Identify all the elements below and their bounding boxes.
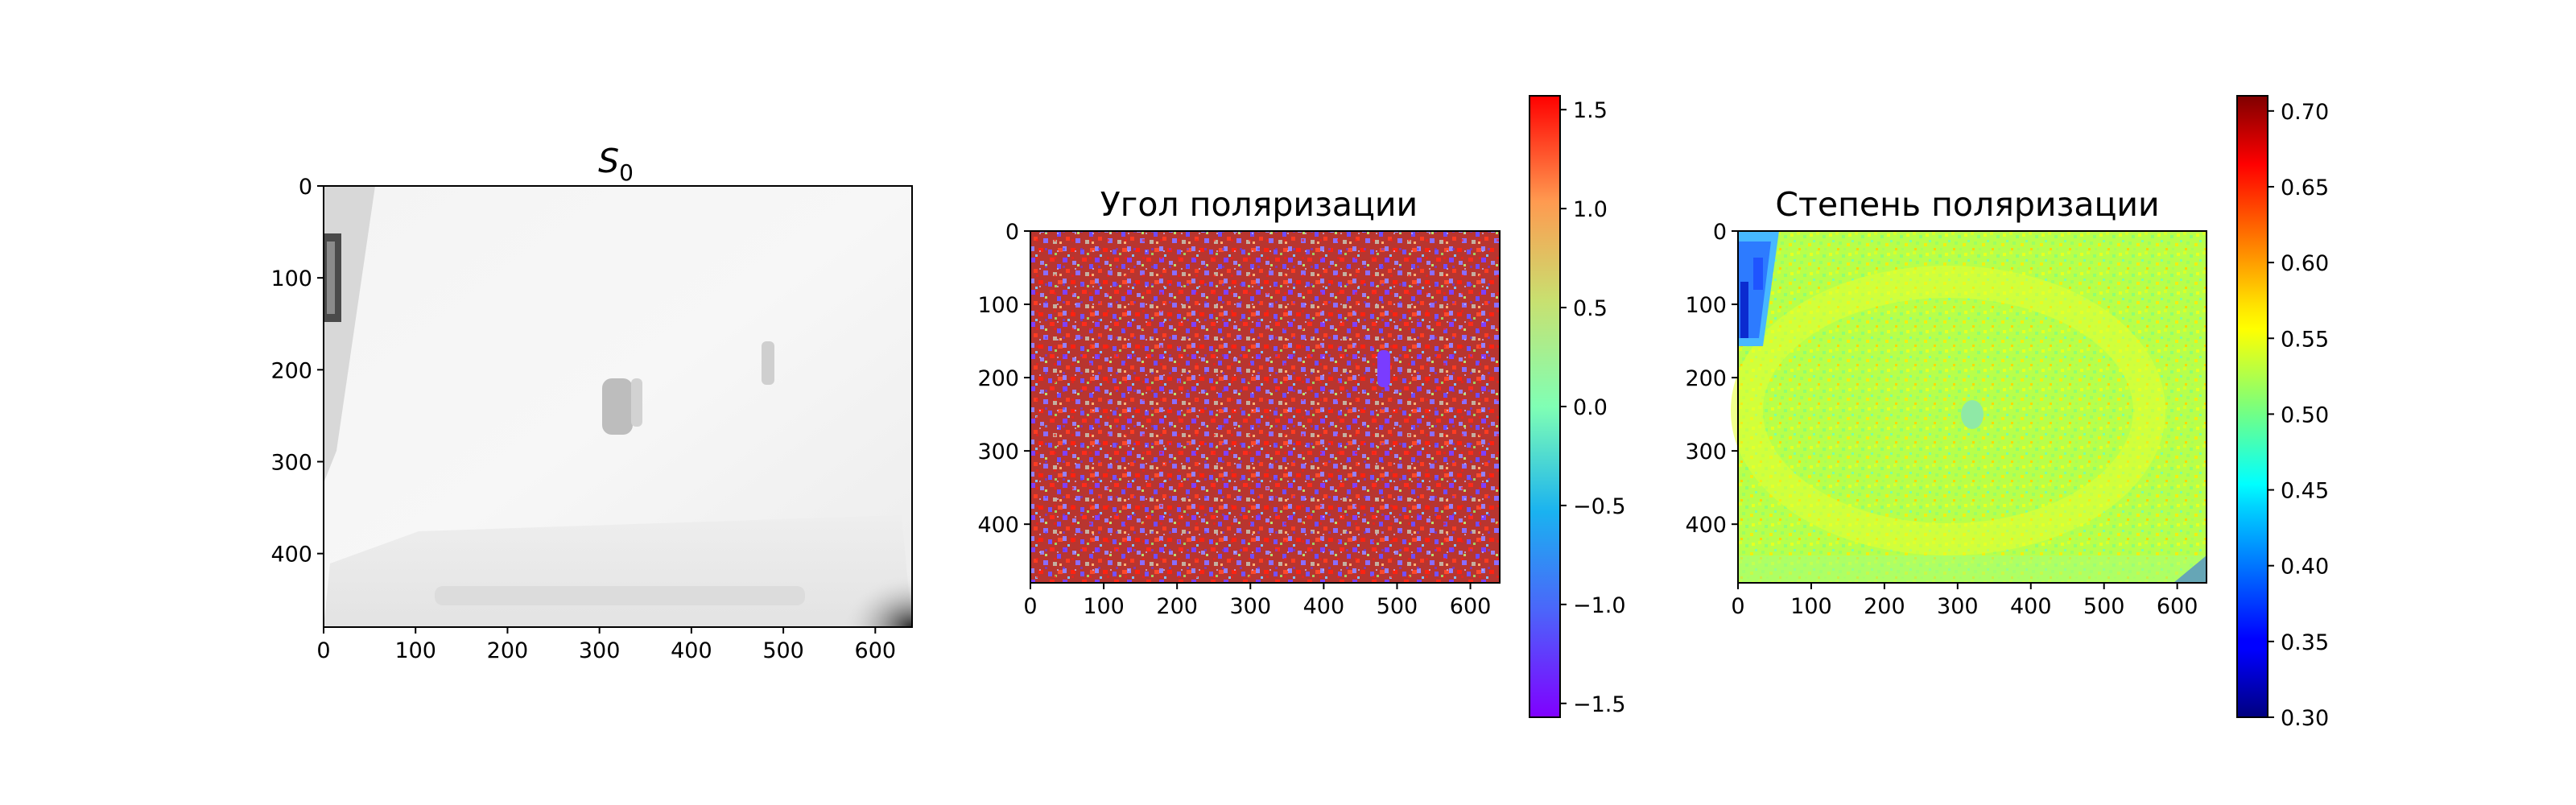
x-tick-label: 200 (1156, 594, 1198, 619)
axes-s0: 0 100 200 300 400 500 600 0 100 200 300 400 (270, 175, 896, 663)
y-tick-label: 0 (1005, 220, 1019, 245)
x-tick-label: 400 (671, 638, 712, 663)
panel-s0: S0 0 100 200 300 400 500 600 0 100 200 300 400 (270, 142, 913, 663)
axes-degree: 0 100 200 300 400 500 600 0 100 200 300 400 (1685, 220, 2198, 619)
colorbar-tick-label: −1.0 (1573, 593, 1626, 618)
panel-title-degree: Степень поляризации (1775, 185, 2159, 224)
colorbar-tick-label: 0.55 (2281, 327, 2329, 352)
panel-angle: Угол поляризации 0 100 200 300 400 500 600 0 100… (977, 95, 1626, 718)
x-tick-label: 100 (1790, 594, 1832, 619)
x-tick-label: 600 (855, 638, 897, 663)
colorbar-tick-label: −0.5 (1573, 494, 1626, 519)
colorbar-tick-label: 1.0 (1573, 197, 1608, 222)
degree-image (1731, 231, 2207, 583)
colorbar-angle-ticks: 1.5 1.0 0.5 0.0 −0.5 −1.0 −1.5 (1560, 98, 1626, 717)
x-tick-label: 400 (2010, 594, 2052, 619)
y-tick-label: 400 (270, 543, 312, 568)
y-tick-label: 200 (270, 358, 312, 383)
colorbar-tick-label: 0.40 (2281, 555, 2329, 580)
colorbar-tick-label: −1.5 (1573, 692, 1626, 717)
y-tick-label: 0 (1713, 220, 1727, 245)
y-tick-label: 200 (1685, 366, 1727, 391)
x-tick-label: 100 (1083, 594, 1125, 619)
panel-degree: Степень поляризации 0 100 200 300 400 500 6000… (1685, 95, 2329, 731)
x-tick-label: 0 (316, 638, 330, 663)
colorbar-tick-label: 0.0 (1573, 395, 1608, 420)
panel-title-s0: S0 (598, 142, 634, 186)
y-tick-label: 100 (270, 266, 312, 291)
colorbar-tick-label: 0.65 (2281, 175, 2329, 200)
y-tick-label: 100 (977, 293, 1019, 318)
y-tick-label: 300 (270, 451, 312, 476)
y-tick-label: 400 (977, 513, 1019, 538)
x-tick-label: 600 (2157, 594, 2198, 619)
x-tick-label: 0 (1731, 594, 1744, 619)
axes-angle: 0 100 200 300 400 500 600 0 100 200 300 400 (977, 220, 1491, 619)
colorbar-tick-label: 0.70 (2281, 100, 2329, 125)
x-tick-label: 500 (1377, 594, 1418, 619)
x-tick-label: 300 (1937, 594, 1979, 619)
colorbar-tick-label: 0.5 (1573, 296, 1608, 321)
x-tick-label: 0 (1023, 594, 1037, 619)
colorbar-tick-label: 0.60 (2281, 251, 2329, 276)
x-tick-label: 300 (579, 638, 621, 663)
y-tick-label: 0 (299, 175, 312, 200)
x-tick-label: 500 (2083, 594, 2125, 619)
x-tick-label: 300 (1230, 594, 1272, 619)
x-tick-label: 600 (1450, 594, 1492, 619)
colorbar-degree-ticks: 0.70 0.65 0.60 0.55 0.50 0.45 0.40 0.35 0.30 (2268, 100, 2329, 731)
x-tick-label: 500 (762, 638, 804, 663)
colorbar-tick-label: 0.35 (2281, 630, 2329, 655)
angle-image (1030, 231, 1500, 583)
x-tick-label: 400 (1303, 594, 1345, 619)
panel-title-angle: Угол поляризации (1100, 185, 1418, 224)
colorbar-tick-label: 0.30 (2281, 706, 2329, 731)
y-tick-label: 100 (1685, 293, 1727, 318)
y-tick-label: 300 (977, 440, 1019, 464)
colorbar-tick-label: 1.5 (1573, 98, 1608, 123)
colorbar-degree: 0.70 0.65 0.60 0.55 0.50 0.45 0.40 0.35 0.30 (2236, 95, 2329, 731)
s0-image (324, 186, 912, 627)
x-tick-label: 200 (1864, 594, 1905, 619)
y-tick-label: 300 (1685, 440, 1727, 464)
y-tick-label: 200 (977, 366, 1019, 391)
colorbar-tick-label: 0.45 (2281, 479, 2329, 504)
x-tick-label: 200 (487, 638, 529, 663)
colorbar-tick-label: 0.50 (2281, 402, 2329, 427)
x-tick-label: 100 (394, 638, 436, 663)
y-tick-label: 400 (1685, 513, 1727, 538)
colorbar-angle: 1.5 1.0 0.5 0.0 −0.5 −1.0 −1.5 (1529, 95, 1626, 718)
